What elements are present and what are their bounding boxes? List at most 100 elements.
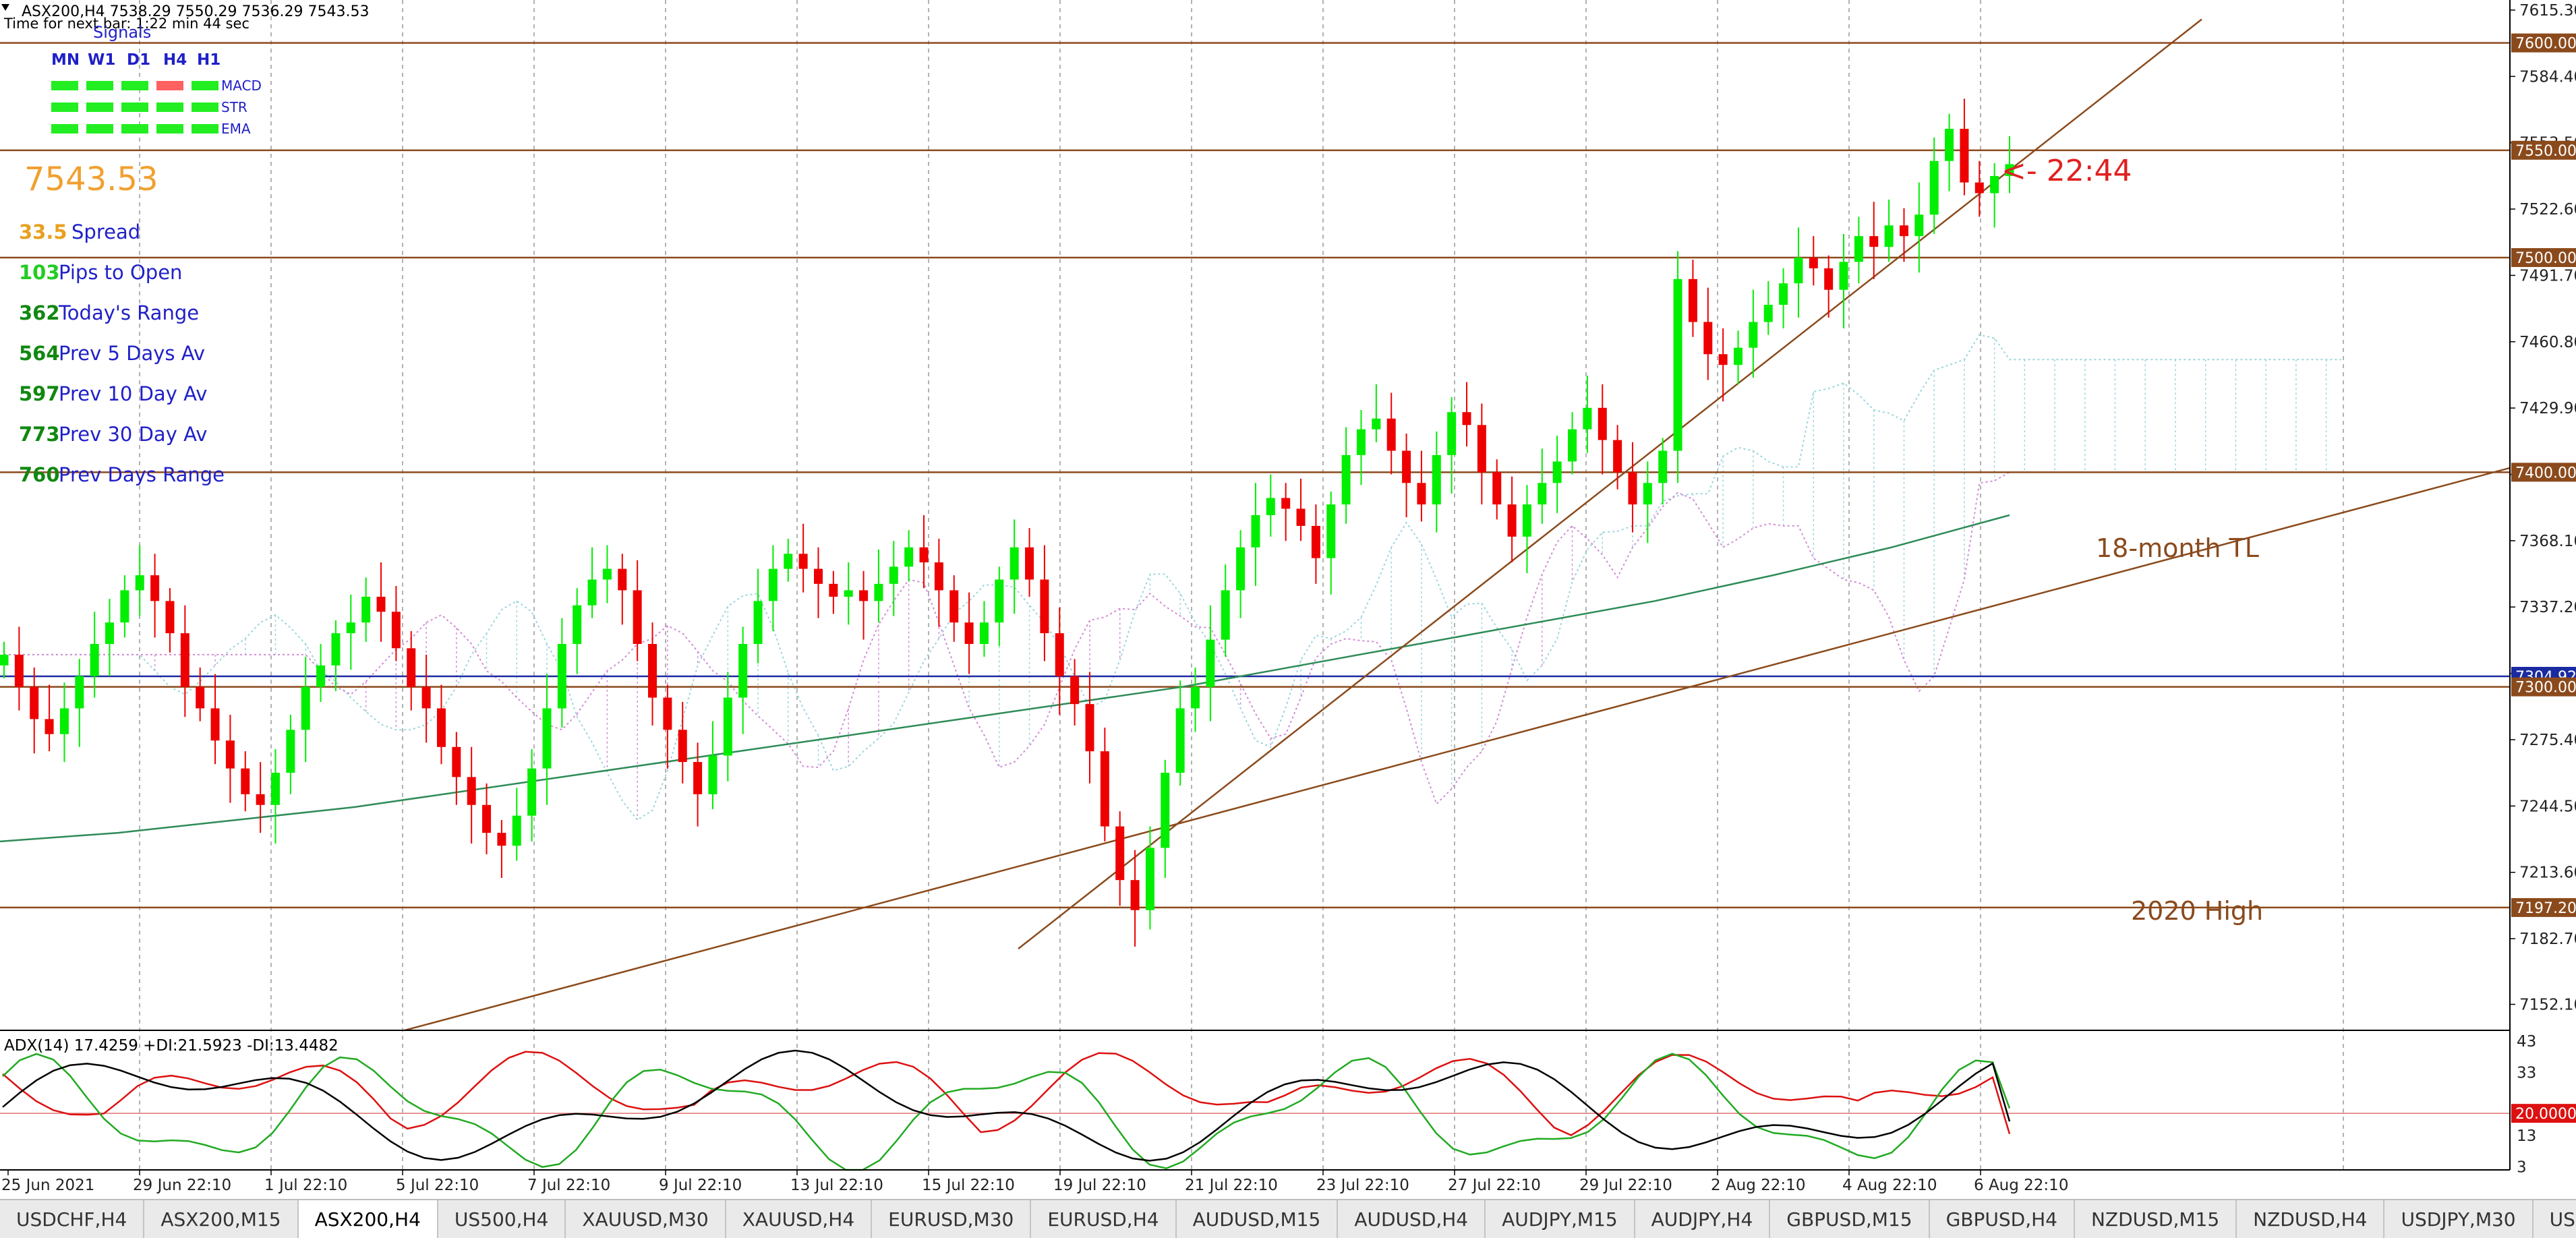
candle — [1070, 659, 1080, 726]
candle — [1899, 208, 1908, 262]
candle — [1673, 251, 1682, 483]
candles — [0, 98, 2014, 947]
candle — [1100, 728, 1109, 842]
candle — [1824, 255, 1834, 318]
tab-asx200-h4[interactable]: ASX200,H4 — [298, 1200, 438, 1238]
tab-xauusd-m30[interactable]: XAUUSD,M30 — [566, 1200, 726, 1238]
overlay: ASX200,H4 7538.29 7550.29 7536.29 7543.5… — [1, 3, 2263, 926]
candle — [1763, 281, 1773, 335]
stat-label: Pips to Open — [59, 261, 182, 284]
tab-audusd-h4[interactable]: AUDUSD,H4 — [1338, 1200, 1486, 1238]
tab-audjpy-h4[interactable]: AUDJPY,H4 — [1635, 1200, 1771, 1238]
candle — [1613, 425, 1622, 490]
candle — [874, 549, 883, 623]
price-tick-label: 7460.80 — [2519, 334, 2576, 351]
axes: 7615.307584.407553.507522.607491.707460.… — [0, 0, 2576, 1194]
candle — [1749, 289, 1758, 378]
grid — [139, 0, 2344, 1170]
time-tick-label: 7 Jul 22:10 — [527, 1177, 610, 1194]
tab-us[interactable]: US — [2534, 1200, 2576, 1238]
tab-usdjpy-m30[interactable]: USDJPY,M30 — [2384, 1200, 2534, 1238]
candle — [1492, 459, 1502, 520]
level-badge-label: 7197.20 — [2515, 900, 2576, 917]
adx-line — [2, 1049, 2011, 1162]
candle — [421, 654, 431, 743]
tab-us500-h4[interactable]: US500,H4 — [438, 1200, 566, 1238]
candle — [210, 674, 220, 765]
candle — [934, 539, 943, 627]
candle — [452, 732, 461, 805]
candle — [0, 641, 9, 678]
tab-eurusd-h4[interactable]: EURUSD,H4 — [1031, 1200, 1177, 1238]
tab-gbpusd-m15[interactable]: GBPUSD,M15 — [1770, 1200, 1930, 1238]
candle — [1688, 260, 1697, 337]
moving-average — [0, 514, 2010, 843]
candle — [813, 547, 823, 618]
candle — [889, 541, 898, 616]
candle — [165, 588, 175, 653]
candle — [753, 568, 763, 664]
candle — [512, 788, 521, 861]
time-tick-label: 29 Jul 22:10 — [1579, 1177, 1672, 1194]
time-tick-label: 19 Jul 22:10 — [1053, 1177, 1146, 1194]
stat-value: 760 — [19, 463, 60, 486]
candle — [1990, 163, 1999, 228]
candle — [1462, 382, 1471, 447]
signal-indicator-light — [51, 102, 78, 112]
candle — [1779, 268, 1788, 329]
candle — [1311, 504, 1320, 584]
stat-value: 362 — [19, 301, 60, 324]
candle — [75, 659, 84, 747]
candle — [1839, 233, 1848, 329]
candle — [150, 554, 160, 638]
bar-timer: Time for next bar: 1:22 min 44 sec — [3, 16, 250, 32]
candle — [316, 644, 326, 702]
tab-xauusd-h4[interactable]: XAUUSD,H4 — [726, 1200, 873, 1238]
candle — [1402, 434, 1411, 518]
candle — [618, 554, 627, 625]
candle — [407, 630, 416, 711]
candle — [1703, 287, 1713, 380]
candle — [497, 820, 506, 878]
candle — [633, 560, 642, 661]
tab-gbpusd-h4[interactable]: GBPUSD,H4 — [1930, 1200, 2075, 1238]
tab-nzdusd-m15[interactable]: NZDUSD,M15 — [2075, 1200, 2237, 1238]
adx-level-badge — [2511, 1104, 2576, 1123]
level-badge-label: 7600.00 — [2515, 36, 2576, 53]
stat-value: 103 — [19, 261, 60, 284]
candle — [1009, 519, 1019, 614]
candle — [1598, 384, 1607, 475]
candle — [14, 626, 24, 711]
price-tick-label: 7615.30 — [2519, 2, 2576, 20]
signal-indicator-light — [51, 124, 78, 134]
candle — [1945, 113, 1954, 191]
tab-audjpy-m15[interactable]: AUDJPY,M15 — [1486, 1200, 1635, 1238]
candle — [949, 575, 959, 642]
stat-label: Prev 10 Day Av — [59, 382, 207, 405]
candle — [241, 751, 250, 812]
signal-timeframe-label: H4 — [163, 51, 187, 69]
tab-eurusd-m30[interactable]: EURUSD,M30 — [872, 1200, 1032, 1238]
candle — [587, 547, 597, 618]
time-tick-label: 2 Aug 22:10 — [1711, 1177, 1805, 1194]
candle — [2005, 136, 2014, 194]
signal-indicator-light — [156, 124, 183, 134]
price-tick-label: 7368.10 — [2519, 533, 2576, 550]
tab-audusd-m15[interactable]: AUDUSD,M15 — [1177, 1200, 1339, 1238]
collapse-arrow-icon[interactable] — [1, 4, 9, 11]
tab-nzdusd-h4[interactable]: NZDUSD,H4 — [2237, 1200, 2385, 1238]
candle — [346, 594, 355, 670]
tab-asx200-m15[interactable]: ASX200,M15 — [144, 1200, 299, 1238]
chart-canvas[interactable]: ADX(14) 17.4259 +DI:21.5923 -DI:13.4482 4… — [0, 0, 2576, 1199]
level-badge — [2511, 897, 2576, 917]
candle — [1221, 564, 1230, 657]
short-trendline — [1018, 18, 2202, 950]
candle — [573, 588, 582, 674]
signal-indicator-light — [51, 81, 78, 90]
candle — [1281, 483, 1291, 541]
candle — [30, 668, 39, 754]
tab-usdchf-h4[interactable]: USDCHF,H4 — [0, 1200, 145, 1238]
candle — [1417, 450, 1426, 522]
candle — [1854, 216, 1863, 284]
